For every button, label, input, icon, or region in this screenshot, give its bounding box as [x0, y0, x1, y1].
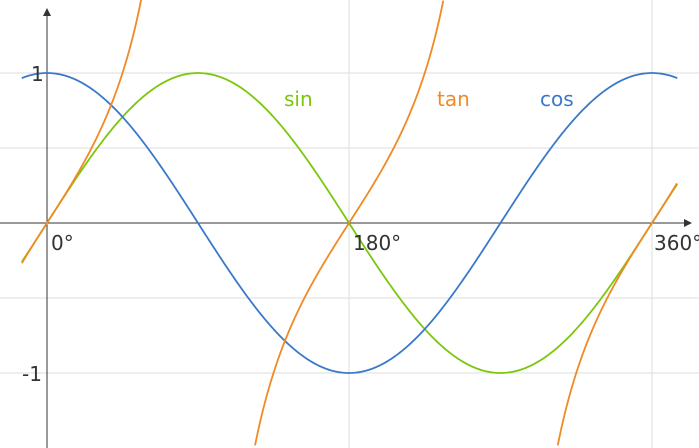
- tan-series-label: tan: [437, 87, 470, 111]
- tan-series-line-1: [21, 0, 142, 264]
- tan-series-line-2: [254, 0, 445, 446]
- axis-layer: [0, 8, 692, 448]
- x-tick-label-0: 0°: [51, 231, 74, 255]
- y-tick-label-neg-1: -1: [22, 362, 42, 386]
- y-tick-label-pos-1: 1: [31, 62, 44, 86]
- labels-layer: 0° 180° 360° 1 -1 sin cos tan: [22, 62, 699, 386]
- tan-series-line-3: [556, 182, 678, 446]
- x-axis-arrow-icon: [684, 219, 692, 227]
- cos-series-line: [21, 72, 678, 374]
- x-tick-label-360: 360°: [654, 231, 699, 255]
- sin-series-label: sin: [284, 87, 313, 111]
- y-axis-arrow-icon: [43, 8, 51, 16]
- series-layer: [21, 0, 678, 446]
- x-tick-label-180: 180°: [353, 231, 401, 255]
- cos-series-label: cos: [540, 87, 574, 111]
